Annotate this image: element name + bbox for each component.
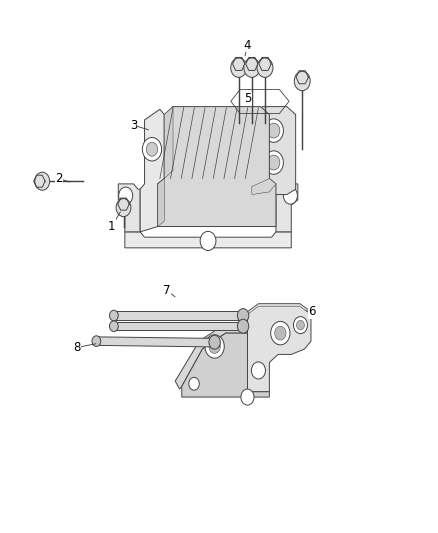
Polygon shape	[252, 179, 276, 195]
Polygon shape	[125, 232, 291, 248]
Text: 6: 6	[308, 305, 316, 318]
Circle shape	[237, 309, 249, 322]
Polygon shape	[158, 179, 164, 227]
Circle shape	[146, 142, 158, 156]
Circle shape	[110, 321, 118, 332]
Polygon shape	[114, 311, 247, 320]
Polygon shape	[140, 109, 164, 232]
Polygon shape	[96, 337, 219, 347]
Text: 1: 1	[108, 220, 116, 233]
Circle shape	[264, 119, 283, 142]
Circle shape	[110, 310, 118, 321]
Polygon shape	[233, 58, 245, 70]
Circle shape	[35, 172, 49, 190]
Polygon shape	[259, 58, 271, 70]
Circle shape	[293, 317, 307, 334]
Text: 2: 2	[55, 172, 63, 185]
Text: 7: 7	[162, 284, 170, 297]
Circle shape	[283, 187, 297, 204]
Circle shape	[189, 377, 199, 390]
Circle shape	[119, 187, 133, 204]
Circle shape	[257, 58, 273, 77]
Polygon shape	[175, 325, 247, 389]
Circle shape	[244, 58, 260, 77]
Text: 3: 3	[130, 119, 137, 132]
Polygon shape	[247, 304, 311, 392]
Polygon shape	[164, 107, 173, 179]
Polygon shape	[118, 184, 140, 232]
Circle shape	[268, 155, 280, 170]
Circle shape	[231, 58, 247, 77]
Polygon shape	[247, 304, 311, 314]
Circle shape	[268, 123, 280, 138]
Polygon shape	[182, 333, 269, 397]
Circle shape	[209, 340, 220, 353]
Circle shape	[142, 138, 162, 161]
Text: 5: 5	[244, 92, 251, 105]
Polygon shape	[246, 58, 258, 70]
Circle shape	[264, 151, 283, 174]
Text: 4: 4	[244, 39, 251, 52]
Circle shape	[237, 319, 249, 333]
Polygon shape	[114, 322, 247, 330]
Circle shape	[200, 231, 216, 251]
Polygon shape	[276, 184, 298, 232]
Circle shape	[275, 326, 286, 340]
Circle shape	[297, 320, 304, 330]
Polygon shape	[158, 107, 276, 227]
Circle shape	[116, 199, 131, 216]
Polygon shape	[296, 71, 308, 84]
Circle shape	[251, 362, 265, 379]
Circle shape	[294, 71, 310, 91]
Polygon shape	[118, 198, 129, 210]
Text: 8: 8	[73, 341, 80, 354]
Polygon shape	[34, 175, 45, 187]
Circle shape	[209, 335, 220, 349]
Polygon shape	[252, 107, 296, 195]
Circle shape	[205, 335, 224, 358]
Circle shape	[271, 321, 290, 345]
Circle shape	[92, 336, 101, 346]
Circle shape	[241, 389, 254, 405]
